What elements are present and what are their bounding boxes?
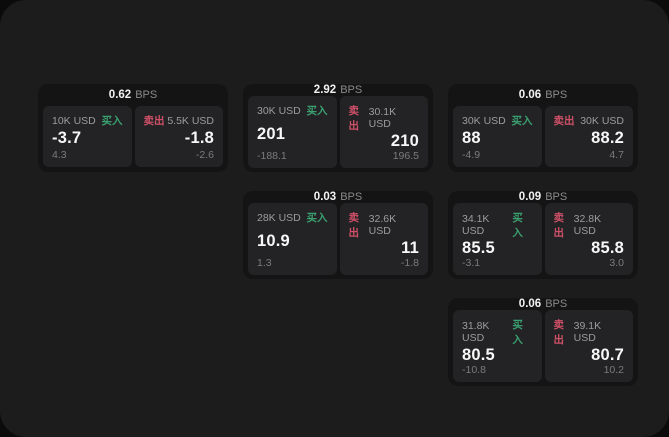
sell-amount: 5.5K USD — [167, 114, 214, 127]
bps-unit-label: BPS — [545, 191, 568, 203]
buy-delta: 1.3 — [257, 257, 272, 270]
sell-delta: -2.6 — [195, 149, 214, 161]
sell-side-label: 卖出 — [553, 115, 575, 127]
quote-card-1: 0.62 BPS 10K USD 买入 -3.7 4.3 卖出 5.5K USD — [38, 84, 228, 172]
buy-delta: -10.8 — [462, 364, 486, 377]
quote-card-4: 0.03 BPS 28K USD 买入 10.9 1.3 卖出 32.6K US… — [243, 191, 433, 279]
bps-unit-label: BPS — [545, 89, 568, 101]
buy-side-label: 买入 — [512, 319, 523, 346]
buy-delta: -3.1 — [462, 257, 481, 270]
buy-amount: 10K USD — [52, 114, 96, 127]
sell-delta: 3.0 — [609, 257, 624, 270]
sell-price: -1.8 — [184, 128, 214, 147]
buy-delta: -4.9 — [462, 149, 481, 161]
sell-price: 80.7 — [591, 346, 624, 364]
sell-delta: -1.8 — [400, 257, 419, 270]
buy-side-label: 买入 — [101, 115, 123, 127]
bps-header: 0.09 BPS — [453, 191, 633, 203]
buy-price: -3.7 — [52, 128, 82, 147]
sell-price: 11 — [401, 239, 419, 257]
buy-panel[interactable]: 10K USD 买入 -3.7 4.3 — [43, 106, 132, 167]
quote-card-3: 0.06 BPS 30K USD 买入 88 -4.9 卖出 30K USD — [448, 84, 638, 172]
sell-panel[interactable]: 卖出 5.5K USD -1.8 -2.6 — [134, 106, 223, 167]
sell-side-label: 卖出 — [348, 212, 360, 239]
buy-panel[interactable]: 31.8K USD 买入 80.5 -10.8 — [453, 310, 542, 383]
buy-amount: 28K USD — [257, 211, 301, 224]
buy-price: 85.5 — [462, 239, 495, 257]
sell-panel[interactable]: 卖出 30K USD 88.2 4.7 — [544, 106, 633, 167]
bps-value: 0.06 — [518, 298, 542, 310]
sell-delta: 196.5 — [392, 150, 419, 163]
buy-panel[interactable]: 30K USD 买入 88 -4.9 — [453, 106, 542, 167]
sell-panel[interactable]: 卖出 32.8K USD 85.8 3.0 — [544, 203, 633, 276]
bps-header: 0.06 BPS — [453, 84, 633, 106]
bps-value: 0.06 — [518, 89, 542, 101]
bps-unit-label: BPS — [340, 191, 363, 203]
sell-side-label: 卖出 — [553, 212, 565, 239]
sell-price: 85.8 — [591, 239, 624, 257]
buy-panel[interactable]: 28K USD 买入 10.9 1.3 — [248, 203, 337, 276]
sell-amount: 32.8K USD — [573, 213, 602, 237]
sell-panel[interactable]: 卖出 30.1K USD 210 196.5 — [339, 96, 428, 169]
bps-unit-label: BPS — [135, 89, 158, 101]
buy-price: 201 — [257, 124, 286, 143]
buy-amount: 30K USD — [462, 114, 506, 127]
bps-header: 0.03 BPS — [248, 191, 428, 203]
bps-unit-label: BPS — [340, 84, 363, 96]
bps-header: 0.06 BPS — [453, 298, 633, 310]
bps-value: 0.62 — [108, 89, 132, 101]
quote-card-6: 0.06 BPS 31.8K USD 买入 80.5 -10.8 卖出 39.1… — [448, 298, 638, 386]
buy-price: 80.5 — [462, 346, 495, 364]
sell-amount: 32.6K USD — [368, 213, 397, 237]
buy-price: 88 — [462, 128, 481, 147]
sell-side-label: 卖出 — [553, 319, 565, 346]
buy-delta: 4.3 — [52, 149, 67, 161]
bps-unit-label: BPS — [545, 298, 568, 310]
buy-panel[interactable]: 34.1K USD 买入 85.5 -3.1 — [453, 203, 542, 276]
buy-delta: -188.1 — [257, 150, 287, 163]
buy-side-label: 买入 — [511, 115, 533, 127]
buy-amount: 30K USD — [257, 104, 301, 117]
buy-side-label: 买入 — [512, 212, 523, 239]
sell-amount: 30.1K USD — [368, 106, 397, 130]
quote-card-2: 2.92 BPS 30K USD 买入 201 -188.1 卖出 30.1K … — [243, 84, 433, 172]
sell-panel[interactable]: 卖出 39.1K USD 80.7 10.2 — [544, 310, 633, 383]
sell-side-label: 卖出 — [348, 105, 360, 132]
quote-cards-grid: 0.62 BPS 10K USD 买入 -3.7 4.3 卖出 5.5K USD — [38, 84, 638, 386]
sell-delta: 4.7 — [609, 149, 624, 161]
bps-header: 0.62 BPS — [43, 84, 223, 106]
sell-side-label: 卖出 — [143, 115, 165, 127]
sell-amount: 30K USD — [580, 114, 624, 127]
sell-amount: 39.1K USD — [573, 320, 602, 344]
bps-header: 2.92 BPS — [248, 84, 428, 96]
bps-value: 0.09 — [518, 191, 542, 203]
bps-value: 2.92 — [313, 84, 337, 96]
quote-card-5: 0.09 BPS 34.1K USD 买入 85.5 -3.1 卖出 32.8K… — [448, 191, 638, 279]
bps-value: 0.03 — [313, 191, 337, 203]
sell-delta: 10.2 — [603, 364, 624, 377]
buy-amount: 34.1K USD — [462, 213, 490, 237]
buy-side-label: 买入 — [306, 212, 328, 224]
buy-amount: 31.8K USD — [462, 320, 490, 344]
sell-panel[interactable]: 卖出 32.6K USD 11 -1.8 — [339, 203, 428, 276]
buy-price: 10.9 — [257, 231, 290, 250]
sell-price: 88.2 — [591, 128, 624, 147]
sell-price: 210 — [390, 132, 419, 150]
buy-panel[interactable]: 30K USD 买入 201 -188.1 — [248, 96, 337, 169]
buy-side-label: 买入 — [306, 105, 328, 117]
